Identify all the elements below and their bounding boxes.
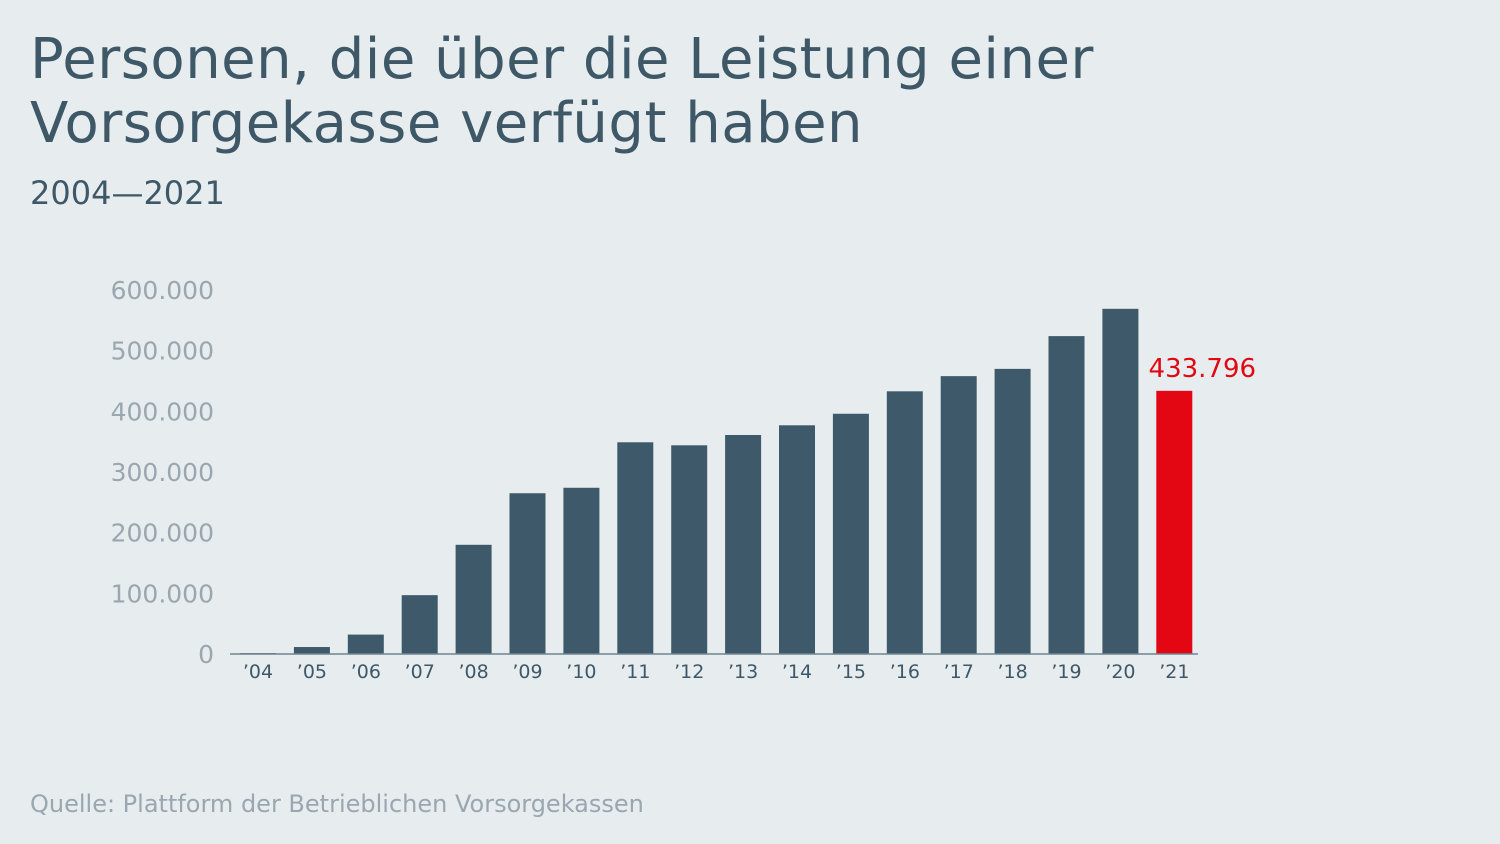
bar-05 [293,647,330,654]
bar-14 [779,425,815,654]
x-tick-label: ’11 [620,661,650,683]
y-tick-label: 600.000 [111,276,214,305]
bar-06 [347,634,384,654]
data-label: 433.796 [1149,354,1257,384]
bar-18 [994,368,1031,654]
bar-08 [455,544,492,654]
bar-15 [832,413,869,654]
x-tick-label: ’18 [997,661,1027,683]
y-tick-label: 300.000 [111,458,214,487]
chart-title: Personen, die über die Leistung einer Vo… [30,27,1094,156]
x-tick-label: ’21 [1159,661,1189,683]
x-tick-label: ’12 [674,661,704,683]
x-tick-label: ’20 [1105,661,1135,683]
y-tick-label: 400.000 [111,397,214,426]
x-tick-label: ’14 [782,661,812,683]
bar-10 [563,487,600,654]
y-tick-label: 200.000 [111,519,214,548]
bar-21 [1156,390,1193,654]
x-tick-label: ’13 [728,661,758,683]
bar-13 [725,434,762,654]
x-tick-label: ’19 [1051,661,1081,683]
x-tick-label: ’04 [243,661,273,683]
y-tick-label: 100.000 [111,579,214,608]
bar-20 [1102,308,1139,654]
x-tick-label: ’06 [351,661,381,683]
y-tick-label: 0 [198,640,214,669]
bar-19 [1048,336,1085,654]
y-tick-label: 500.000 [111,337,214,366]
bar-12 [671,445,708,654]
chart-subtitle: 2004—2021 [30,174,225,212]
x-tick-label: ’05 [297,661,327,683]
bar-16 [886,391,923,654]
source-note: Quelle: Plattform der Betrieblichen Vors… [30,790,644,818]
x-tick-label: ’17 [944,661,974,683]
x-tick-label: ’16 [890,661,920,683]
bar-07 [401,595,438,654]
x-tick-label: ’08 [458,661,488,683]
x-tick-label: ’07 [405,661,435,683]
x-tick-label: ’09 [512,661,542,683]
bar-11 [617,442,654,654]
bar-17 [940,376,977,654]
bar-09 [509,493,546,654]
x-tick-label: ’10 [566,661,596,683]
x-tick-label: ’15 [836,661,866,683]
